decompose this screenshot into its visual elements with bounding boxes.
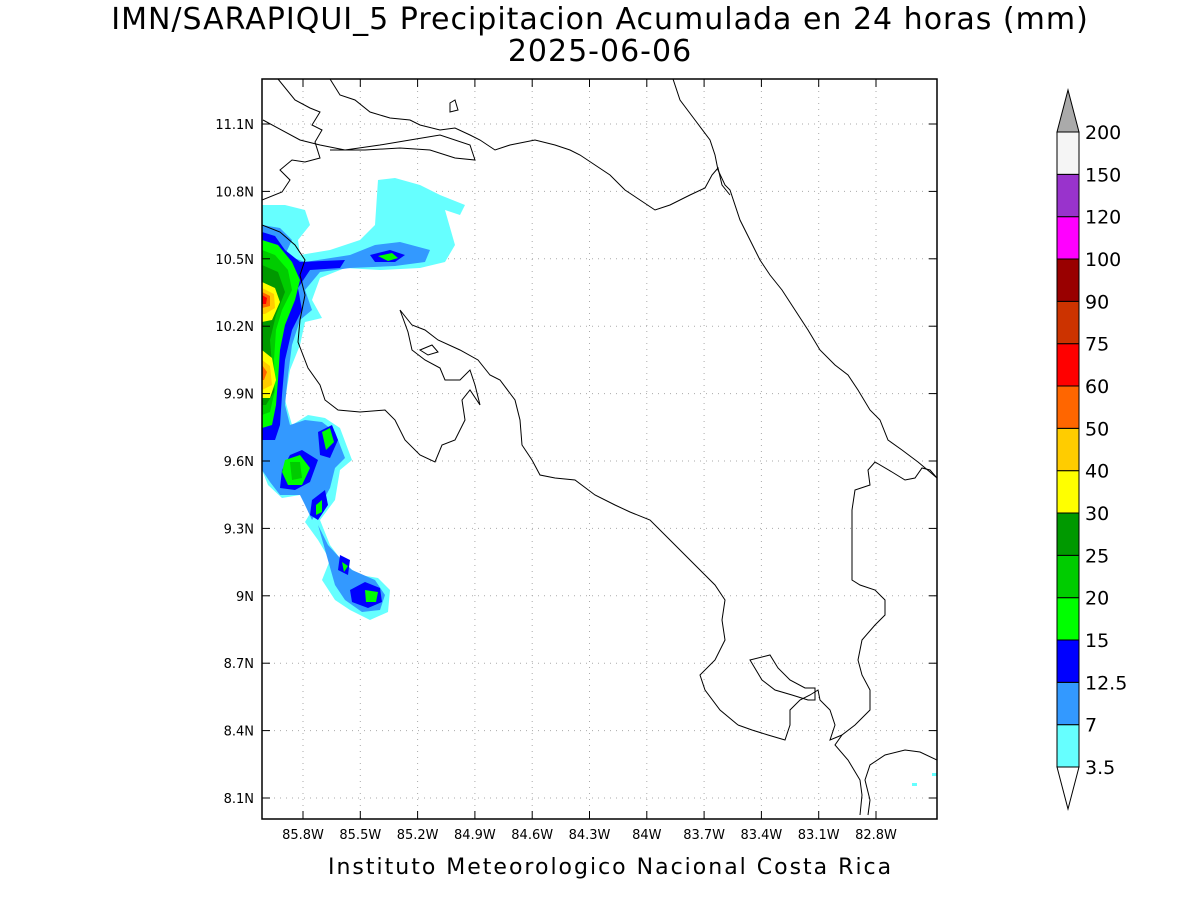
lat-tick-label: 8.1N [224, 792, 254, 807]
lat-tick-label: 10.5N [215, 253, 254, 268]
colorbar-label: 15 [1085, 630, 1109, 652]
coastline-caribbean-south [672, 79, 937, 479]
colorbar-label: 150 [1085, 164, 1121, 186]
coastline-north [262, 79, 323, 201]
map-date: 2025-06-06 [507, 34, 693, 69]
map-grid [262, 79, 937, 819]
lon-tick-label: 83.7W [683, 828, 725, 843]
precip-40-region [262, 288, 275, 390]
lon-tick-label: 83.1W [798, 828, 840, 843]
colorbar-swatch [1056, 385, 1080, 429]
lon-tick-label: 84W [632, 828, 662, 843]
colorbar-label: 200 [1085, 122, 1121, 144]
colorbar-swatch [1056, 470, 1080, 514]
lon-tick-label: 84.6W [511, 828, 553, 843]
coastline-caribbean [329, 79, 731, 211]
lat-tick-label: 9N [236, 590, 254, 605]
lat-tick-label: 11.1N [215, 118, 254, 133]
lon-tick-label: 82.8W [855, 828, 897, 843]
colorbar-min-arrow [1056, 766, 1080, 811]
lat-tick-label: 10.8N [215, 185, 254, 200]
coastline-nicoya-north [262, 224, 739, 726]
colorbar-label: 30 [1085, 503, 1109, 525]
colorbar-swatch [1056, 173, 1080, 218]
lon-tick-label: 85.8W [282, 828, 324, 843]
precip-60-region [262, 295, 267, 304]
colorbar-swatch [1056, 216, 1080, 260]
border-panama [834, 461, 937, 816]
footer-credit: Instituto Meteorologico Nacional Costa R… [328, 855, 894, 880]
lat-tick-label: 8.4N [224, 725, 254, 740]
colorbar-swatch [1056, 258, 1080, 302]
coastline-island [449, 99, 459, 113]
colorbar-label: 25 [1085, 545, 1109, 567]
lon-tick-label: 84.9W [454, 828, 496, 843]
colorbar-label: 50 [1085, 418, 1109, 440]
map-title: IMN/SARAPIQUI_5 Precipitacion Acumulada … [111, 2, 1089, 37]
colorbar-label: 60 [1085, 376, 1109, 398]
lon-tick-label: 84.3W [569, 828, 611, 843]
colorbar: 3.5 7 12.5 15 20 25 30 40 50 60 75 90 100 120 150 200 [1056, 88, 1127, 811]
colorbar-label: 120 [1085, 207, 1121, 229]
colorbar-label: 20 [1085, 588, 1109, 610]
lon-tick-label: 85.2W [397, 828, 439, 843]
coastline-lake-nicaragua [262, 119, 476, 161]
coastline [262, 79, 937, 816]
precip-speck [932, 773, 937, 776]
longitude-axis: 85.8W 85.5W 85.2W 84.9W 84.6W 84.3W 84W 83.7W 83… [282, 79, 897, 843]
precipitation-field [262, 178, 937, 786]
map-frame [261, 78, 938, 820]
colorbar-swatch [1056, 639, 1080, 683]
colorbar-swatch [1056, 724, 1080, 768]
lon-tick-label: 85.5W [339, 828, 381, 843]
coastline-panama-south [864, 749, 937, 816]
colorbar-swatch [1056, 554, 1080, 599]
lat-tick-label: 9.3N [224, 522, 254, 537]
colorbar-label: 100 [1085, 249, 1121, 271]
colorbar-label: 12.5 [1085, 672, 1127, 694]
lat-tick-label: 8.7N [224, 657, 254, 672]
colorbar-swatch [1056, 427, 1080, 472]
colorbar-label: 7 [1085, 715, 1097, 737]
colorbar-label: 40 [1085, 461, 1109, 483]
precip-speck [912, 783, 917, 786]
colorbar-swatch [1056, 131, 1080, 175]
colorbar-swatch [1056, 300, 1080, 345]
coastline-nicoya-gulf [418, 344, 439, 356]
colorbar-swatch [1056, 681, 1080, 726]
latitude-axis: 11.1N 10.8N 10.5N 10.2N 9.9N 9.6N 9.3N 9N 8.7N 8.… [215, 118, 937, 807]
coastline-osa [737, 689, 843, 741]
colorbar-max-arrow [1056, 88, 1080, 133]
colorbar-swatch [1056, 512, 1080, 556]
lat-tick-label: 10.2N [215, 320, 254, 335]
colorbar-label: 75 [1085, 334, 1109, 356]
precip-3.5-region [262, 178, 465, 620]
colorbar-label: 90 [1085, 291, 1109, 313]
colorbar-swatch [1056, 343, 1080, 387]
coastline-golfo-dulce [749, 654, 816, 701]
lat-tick-label: 9.6N [224, 455, 254, 470]
lat-tick-label: 9.9N [224, 388, 254, 403]
colorbar-swatch [1056, 597, 1080, 641]
lon-tick-label: 83.4W [740, 828, 782, 843]
colorbar-label: 3.5 [1085, 757, 1115, 779]
